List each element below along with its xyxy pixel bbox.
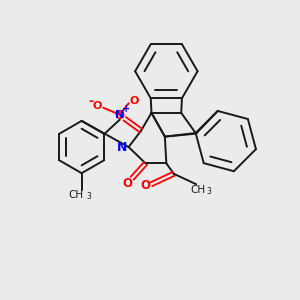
Text: O: O [93,101,102,111]
Text: O: O [123,177,133,190]
Text: -: - [88,95,94,108]
Text: N: N [117,140,127,154]
Text: CH: CH [190,185,205,195]
Text: O: O [114,109,124,122]
Text: N: N [115,110,124,120]
Text: O: O [129,96,139,106]
Text: 3: 3 [87,193,92,202]
Text: CH: CH [69,190,84,200]
Text: O: O [140,179,151,192]
Text: 3: 3 [206,187,211,196]
Text: +: + [122,104,130,114]
